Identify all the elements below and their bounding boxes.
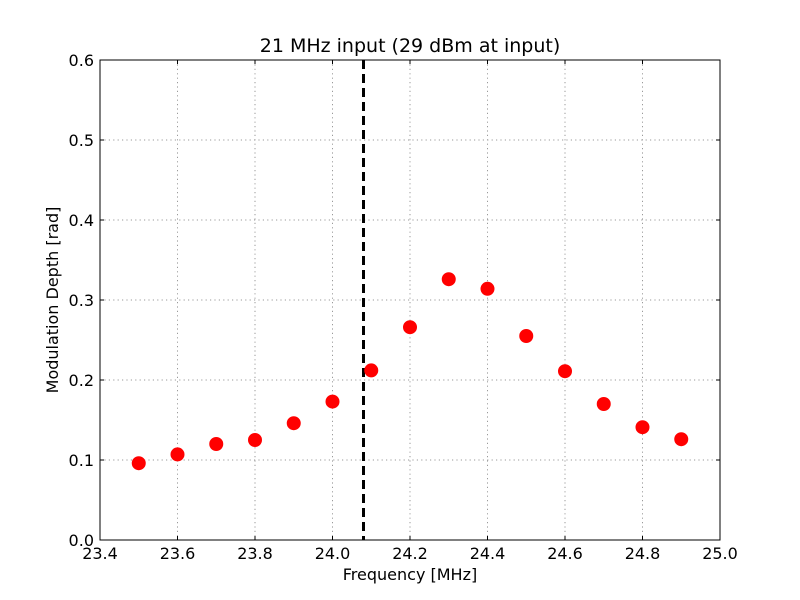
y-axis-label: Modulation Depth [rad] xyxy=(43,207,62,394)
data-point xyxy=(558,364,572,379)
chart-title: 21 MHz input (29 dBm at input) xyxy=(260,35,561,57)
x-tick-label: 24.6 xyxy=(547,544,583,563)
x-tick-label: 24.8 xyxy=(625,544,661,563)
x-tick-label: 24.2 xyxy=(392,544,428,563)
data-point xyxy=(286,416,301,431)
data-point xyxy=(635,420,650,435)
data-point xyxy=(209,437,224,451)
y-tick-label: 0.4 xyxy=(69,211,94,230)
y-tick-label: 0.5 xyxy=(69,131,94,150)
data-point xyxy=(441,272,456,287)
grid xyxy=(99,59,721,541)
y-tick-label: 0.6 xyxy=(69,51,94,70)
data-point xyxy=(131,456,146,471)
data-point xyxy=(519,329,534,343)
x-tick-label: 23.6 xyxy=(160,544,196,563)
x-tick-label: 24.0 xyxy=(315,544,351,563)
tick-marks xyxy=(99,59,721,541)
data-point xyxy=(170,447,185,462)
data-point xyxy=(248,433,262,447)
x-tick-label: 23.8 xyxy=(237,544,273,563)
data-point xyxy=(403,320,417,335)
y-tick-label: 0.3 xyxy=(69,291,94,310)
data-point xyxy=(364,363,379,378)
data-points xyxy=(131,272,689,471)
x-tick-label: 23.4 xyxy=(82,544,118,563)
x-tick-labels: 23.4 23.6 23.8 24.0 24.2 24.4 24.6 24.8 25.0 xyxy=(82,544,738,563)
y-tick-labels: 0.0 0.1 0.2 0.3 0.4 0.5 0.6 xyxy=(69,51,94,550)
data-point xyxy=(480,281,495,296)
x-axis-label: Frequency [MHz] xyxy=(343,565,477,584)
data-point xyxy=(325,394,340,409)
data-point xyxy=(596,397,611,411)
x-tick-label: 25.0 xyxy=(702,544,738,563)
x-tick-label: 24.4 xyxy=(470,544,506,563)
y-tick-label: 0.2 xyxy=(69,371,94,390)
y-tick-label: 0.0 xyxy=(69,531,94,550)
data-point xyxy=(674,432,689,447)
y-tick-label: 0.1 xyxy=(69,451,94,470)
